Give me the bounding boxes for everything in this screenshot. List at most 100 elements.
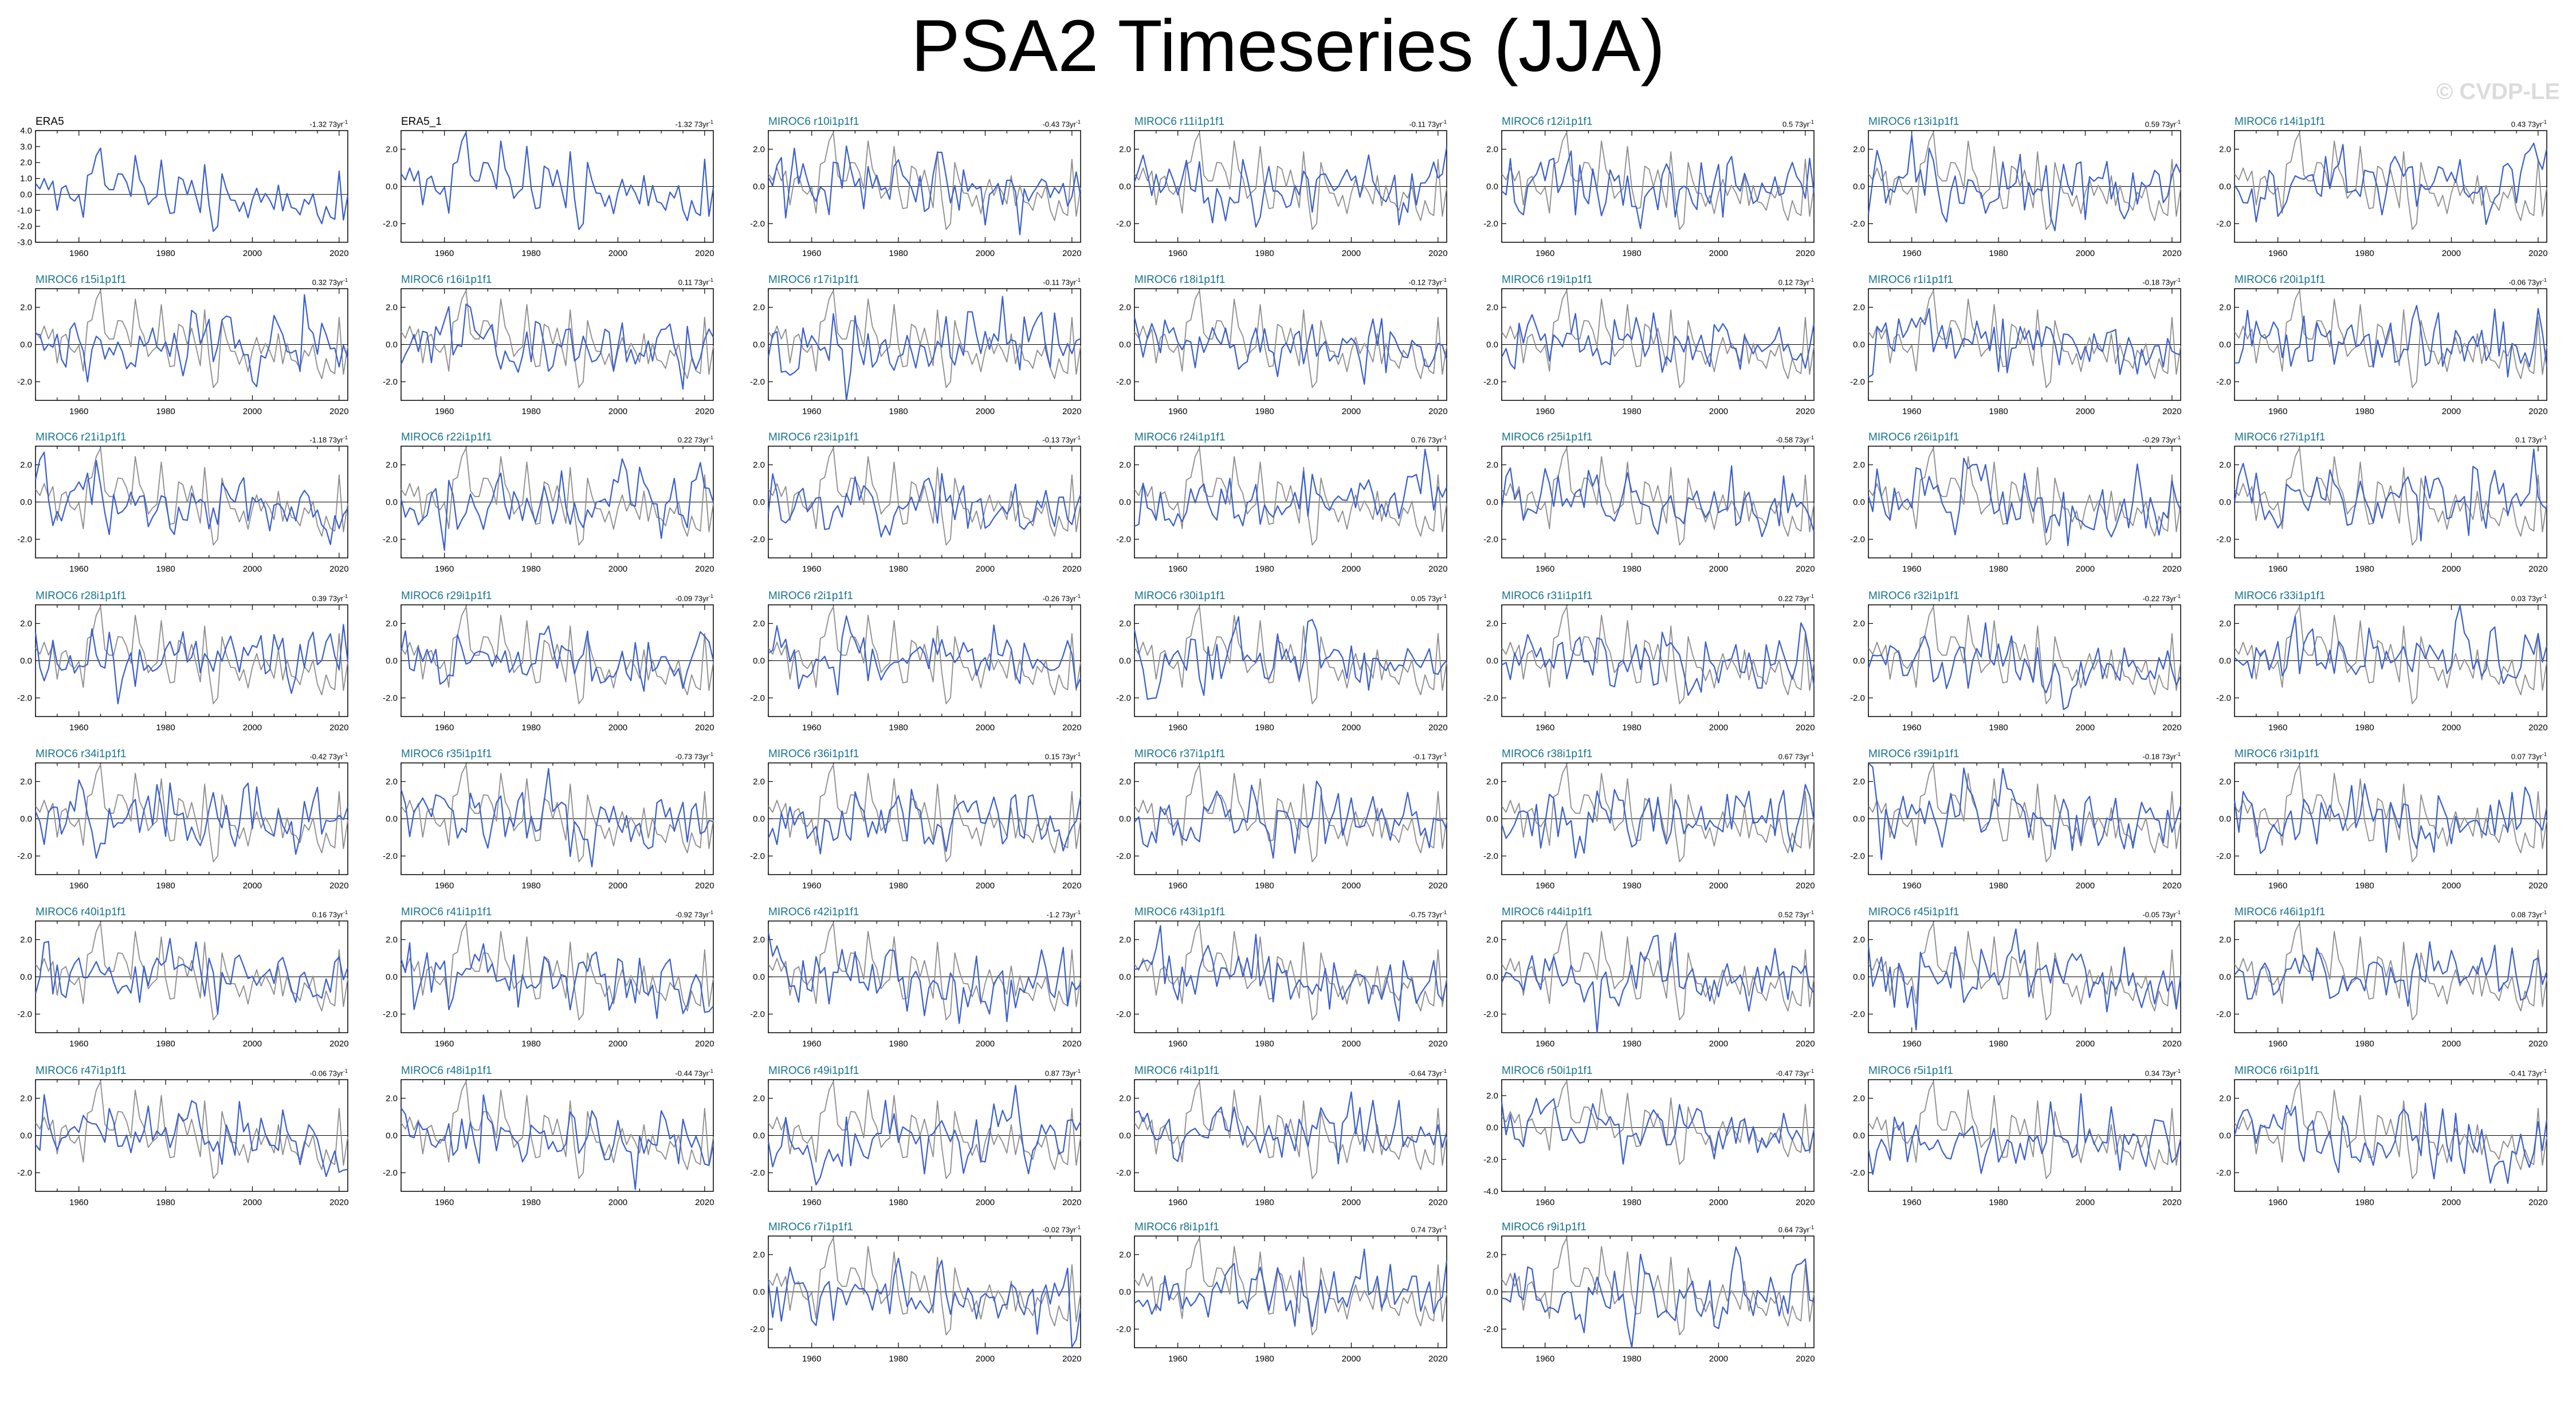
y-tick-label: 0.0 [1853,498,1865,507]
y-tick-label: 0.0 [20,656,32,666]
panel-title: MIROC6 r12i1p1f1 [1502,116,1593,128]
x-tick-label: 1960 [2268,723,2287,733]
panel-plot: 2.0 0.0 -2.0 1960 1980 2000 2020 [1483,288,1815,416]
x-tick-label: 2020 [1062,249,1081,258]
panel-plot: 2.0 0.0 -2.0 1960 1980 2000 2020 [2216,1079,2548,1207]
panel-title: MIROC6 r26i1p1f1 [1868,431,1960,443]
y-tick-label: 2.0 [2219,935,2231,945]
x-tick-label: 1960 [1168,1354,1187,1364]
panel-trend: 0.32 73yr-1 [312,277,348,287]
series-line-member [1867,622,2181,710]
y-tick-label: 2.0 [1853,1094,1865,1104]
x-tick-label: 2020 [1796,881,1815,891]
panel-r2: MIROC6 r2i1p1f1 -0.26 73yr-1 2.0 0.0 -2.0 196… [750,590,1082,745]
x-tick-label: 2000 [2076,723,2095,733]
x-tick-label: 2000 [976,564,995,574]
x-tick-label: 1980 [2355,723,2374,733]
y-tick-label: 2.0 [20,935,32,945]
x-tick-label: 2000 [608,564,627,574]
panel-r46: MIROC6 r46i1p1f1 0.08 73yr-1 2.0 0.0 -2.0 196… [2216,906,2547,1061]
x-tick-label: 1960 [69,249,88,258]
x-tick-label: 2000 [2076,564,2095,574]
panel-plot: 2.0 0.0 -2.0 1960 1980 2000 2020 [1850,446,2182,574]
panel-title: MIROC6 r18i1p1f1 [1134,274,1226,286]
panel-plot: 4.0 3.0 2.0 1.0 0.0 -1.0 -2.0 -3.0 1960 1980 2000 2… [17,126,348,258]
series-line-reference [2234,606,2547,704]
panel-r50: MIROC6 r50i1p1f1 -0.47 73yr-1 2.0 0.0 -2.0 -4… [1483,1065,1815,1220]
panel-title: MIROC6 r35i1p1f1 [401,748,492,760]
series-line-reference [2234,1081,2547,1179]
x-tick-label: 2000 [1709,1198,1728,1207]
x-tick-label: 2020 [1062,564,1081,574]
panel-title: MIROC6 r42i1p1f1 [768,906,859,918]
panel-trend: 0.22 73yr-1 [1778,593,1814,603]
series-line-member [400,768,714,868]
series-line-reference [1868,606,2181,704]
series-line-member [400,458,714,551]
y-tick-label: 0.0 [386,182,398,192]
y-tick-label: -2.0 [1116,1168,1131,1178]
x-tick-label: 2000 [608,1198,627,1207]
series-line-obs [400,132,714,230]
panel-title: MIROC6 r41i1p1f1 [401,906,492,918]
x-tick-label: 2020 [1428,881,1447,891]
y-tick-label: 0.0 [1853,973,1865,982]
x-tick-label: 2020 [1428,564,1447,574]
y-tick-label: -2.0 [750,1325,765,1335]
x-tick-label: 1980 [2355,1198,2374,1207]
y-tick-label: -2.0 [1483,219,1498,229]
y-tick-label: 2.0 [1853,777,1865,787]
x-tick-label: 2000 [608,249,627,258]
series-line-member [768,615,1082,696]
y-tick-label: 2.0 [20,303,32,313]
y-tick-label: -2.0 [750,377,765,387]
x-tick-label: 1980 [1622,407,1641,416]
x-tick-label: 1980 [1255,1039,1274,1049]
y-tick-label: 0.0 [1119,1131,1131,1141]
y-tick-label: 2.0 [1486,303,1498,313]
x-tick-label: 2000 [243,1039,262,1049]
y-tick-label: 0.0 [1486,340,1498,350]
x-tick-label: 2000 [1709,881,1728,891]
y-tick-label: 0.0 [386,498,398,507]
panel-r22: MIROC6 r22i1p1f1 0.22 73yr-1 2.0 0.0 -2.0 196… [383,431,714,587]
y-tick-label: 2.0 [1119,1250,1131,1260]
x-tick-label: 2000 [1709,1039,1728,1049]
panel-r16: MIROC6 r16i1p1f1 0.11 73yr-1 2.0 0.0 -2.0 196… [383,274,714,429]
panel-trend: -0.92 73yr-1 [675,910,713,919]
panel-r6: MIROC6 r6i1p1f1 -0.41 73yr-1 2.0 0.0 -2.0 196… [2216,1065,2548,1220]
series-line-reference [35,922,348,1021]
panel-trend: -0.26 73yr-1 [1042,593,1081,603]
x-tick-label: 1960 [2268,564,2287,574]
y-tick-label: 2.0 [1119,461,1131,470]
x-tick-label: 2000 [608,407,627,416]
x-tick-label: 1960 [69,881,88,891]
panel-title: MIROC6 r46i1p1f1 [2235,906,2326,918]
y-tick-label: 2.0 [1486,1250,1498,1260]
panel-title: MIROC6 r5i1p1f1 [1868,1065,1953,1077]
panel-plot: 2.0 0.0 -2.0 1960 1980 2000 2020 [750,604,1082,733]
x-tick-label: 1980 [1622,1198,1641,1207]
x-tick-label: 2020 [695,1198,714,1207]
y-tick-label: 0.0 [2219,1131,2231,1141]
y-tick-label: -2.0 [383,1010,398,1020]
panel-r10: MIROC6 r10i1p1f1 -0.43 73yr-1 2.0 0.0 -2.0 19… [750,116,1081,271]
x-tick-label: 1980 [1989,1039,2008,1049]
x-tick-label: 1960 [1902,1198,1921,1207]
y-tick-label: -2.0 [383,1168,398,1178]
y-tick-label: 0.0 [753,182,765,192]
x-tick-label: 2020 [2528,723,2547,733]
x-tick-label: 2000 [976,1354,995,1364]
panel-r8: MIROC6 r8i1p1f1 0.74 73yr-1 2.0 0.0 -2.0 1960… [1116,1221,1447,1376]
x-tick-label: 2020 [1428,249,1447,258]
x-tick-label: 2020 [2528,564,2547,574]
panel-plot: 2.0 0.0 -2.0 1960 1980 2000 2020 [383,288,714,416]
y-tick-label: 0.0 [1119,814,1131,824]
x-tick-label: 1960 [802,249,821,258]
y-tick-label: -2.0 [17,222,32,231]
panel-r9: MIROC6 r9i1p1f1 0.64 73yr-1 2.0 0.0 -2.0 1960… [1483,1221,1815,1376]
panel-title: MIROC6 r49i1p1f1 [768,1065,859,1077]
y-tick-label: -2.0 [1850,852,1865,861]
series-line-reference [2234,764,2547,863]
x-tick-label: 2020 [2528,1198,2547,1207]
